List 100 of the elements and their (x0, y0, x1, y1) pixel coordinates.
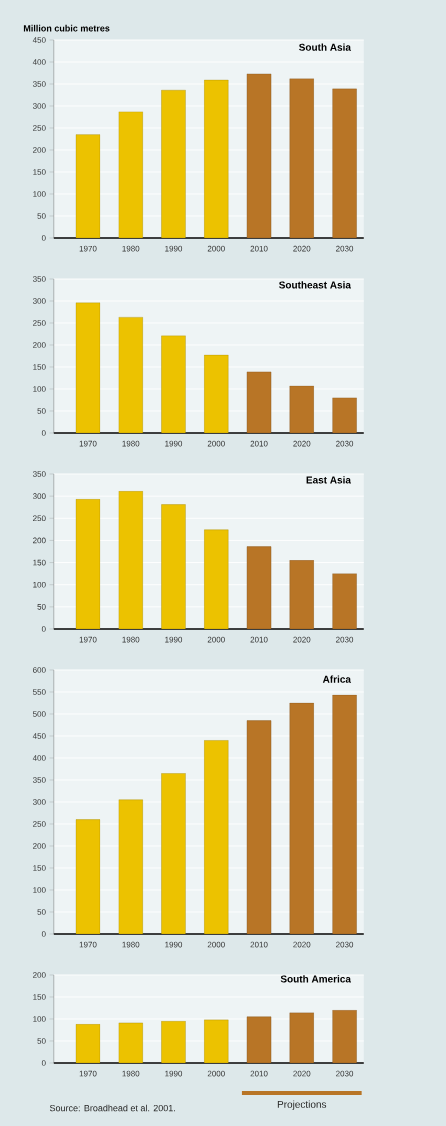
y-tick-label: 200 (33, 147, 46, 153)
x-tick-label: 1990 (165, 941, 183, 948)
x-tick-label: 1980 (122, 1070, 140, 1077)
chart-title: Africa (322, 675, 352, 683)
x-tick-label: 2000 (207, 245, 225, 252)
bar (289, 385, 314, 433)
x-tick-label: 2030 (336, 941, 354, 948)
y-tick-label: 150 (33, 994, 46, 1000)
bar (289, 702, 314, 934)
x-tick-label: 2010 (250, 245, 268, 252)
y-tick-label: 150 (33, 169, 46, 175)
bar (332, 397, 357, 433)
x-tick-label: 1990 (165, 440, 183, 447)
y-tick-label: 0 (41, 235, 46, 241)
y-tick-label: 250 (33, 515, 46, 522)
y-tick-label: 50 (37, 909, 46, 915)
y-tick-label: 150 (33, 364, 46, 370)
bar (75, 1024, 101, 1063)
y-tick-label: 450 (32, 37, 46, 43)
x-tick-label: 2000 (207, 941, 225, 948)
chart-title: Southeast Asia (279, 281, 352, 289)
y-tick-label: 550 (32, 689, 46, 695)
bar (204, 79, 229, 238)
x-tick-label: 1990 (165, 245, 183, 252)
y-tick-label: 500 (32, 711, 46, 717)
x-tick-label: 1970 (79, 245, 97, 252)
bar (204, 529, 229, 629)
y-tick-label: 100 (33, 191, 46, 197)
y-tick-label: 50 (37, 604, 46, 610)
x-tick-label: 2010 (250, 440, 268, 447)
text: Projections (277, 1100, 327, 1110)
y-tick-label: 300 (32, 799, 46, 805)
x-tick-label: 2010 (250, 1070, 268, 1077)
x-tick-label: 1970 (79, 941, 97, 948)
y-tick-label: 100 (33, 1016, 46, 1022)
y-tick-label: 0 (41, 1060, 46, 1066)
bar (332, 694, 357, 934)
chart-title: South America (280, 975, 352, 983)
x-tick-label: 2030 (336, 440, 354, 447)
x-tick-label: 2020 (293, 636, 311, 643)
y-tick-label: 50 (37, 408, 46, 414)
y-tick-label: 50 (37, 1038, 46, 1044)
y-tick-label: 0 (41, 931, 46, 937)
y-tick-label: 200 (33, 972, 46, 978)
bar (332, 88, 357, 238)
x-tick-label: 1990 (165, 636, 183, 643)
bar (118, 799, 143, 934)
y-tick-label: 400 (32, 59, 46, 65)
y-tick-label: 600 (33, 667, 46, 673)
x-tick-label: 1990 (165, 1070, 183, 1077)
x-tick-label: 2020 (293, 941, 311, 948)
x-tick-label: 2000 (207, 440, 225, 447)
y-tick-label: 250 (33, 821, 46, 827)
chart-title: South Asia (299, 43, 352, 51)
y-tick-label: 350 (32, 81, 46, 87)
bar (332, 573, 357, 629)
bar (118, 111, 143, 238)
bar (118, 491, 143, 629)
x-tick-label: 2030 (336, 245, 354, 252)
y-tick-label: 450 (32, 733, 46, 739)
x-tick-label: 2030 (336, 1070, 354, 1077)
y-tick-label: 200 (33, 342, 46, 348)
y-tick-label: 100 (33, 386, 46, 392)
y-tick-label: 350 (32, 777, 46, 783)
y-tick-label: 150 (33, 865, 46, 871)
x-tick-label: 2000 (207, 636, 225, 643)
y-tick-label: 300 (32, 493, 46, 499)
bar (75, 499, 101, 629)
x-tick-label: 1970 (79, 1070, 97, 1077)
x-tick-label: 2020 (293, 1070, 311, 1077)
x-tick-label: 2020 (293, 440, 311, 447)
y-tick-label: 250 (33, 125, 46, 131)
bar (75, 302, 101, 433)
x-tick-label: 2010 (250, 636, 268, 643)
y-tick-label: 0 (41, 430, 46, 436)
x-tick-label: 2000 (207, 1070, 225, 1077)
y-tick-label: 0 (41, 626, 46, 632)
bar (332, 1009, 357, 1063)
x-tick-label: 2020 (293, 245, 311, 252)
x-tick-label: 2010 (250, 941, 268, 948)
x-tick-label: 1980 (122, 440, 140, 447)
y-tick-label: 200 (33, 537, 46, 544)
y-tick-label: 400 (32, 755, 46, 761)
y-tick-label: 350 (32, 276, 46, 282)
y-tick-label: 150 (33, 559, 46, 566)
x-tick-label: 1980 (122, 636, 140, 643)
x-tick-label: 1980 (122, 245, 140, 252)
y-tick-label: 50 (37, 213, 46, 219)
y-tick-label: 250 (33, 320, 46, 326)
bar (204, 354, 229, 433)
bar (289, 560, 314, 629)
y-tick-label: 300 (32, 298, 46, 304)
chart-title: East Asia (306, 476, 352, 484)
x-tick-label: 1970 (79, 636, 97, 643)
y-axis-title: Million cubic metres (23, 24, 110, 32)
y-tick-label: 100 (33, 581, 46, 588)
bar (289, 78, 314, 238)
source-note: Source: Broadhead et al. 2001. (49, 1104, 175, 1112)
x-tick-label: 1970 (79, 440, 97, 447)
bar (75, 819, 101, 934)
